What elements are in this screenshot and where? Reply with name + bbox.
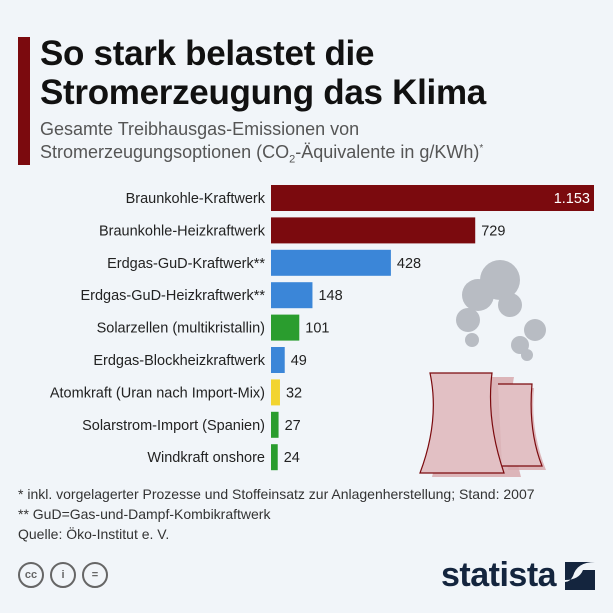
statista-logo-mark — [565, 562, 595, 590]
value-label: 32 — [286, 385, 302, 401]
bar — [271, 379, 280, 406]
footer: cc i = statista — [0, 556, 613, 596]
bar — [271, 249, 391, 276]
cc-icon: cc — [18, 562, 44, 588]
power-plant-illustration — [419, 260, 546, 477]
chart-subtitle: Gesamte Treibhausgas-Emissionen von Stro… — [40, 118, 605, 166]
chart-title: So stark belastet die Stromerzeugung das… — [40, 34, 486, 112]
attribution-icon: i — [50, 562, 76, 588]
bar — [271, 411, 279, 438]
category-label: Braunkohle-Heizkraftwerk — [99, 223, 266, 239]
value-label: 428 — [397, 256, 421, 272]
value-label: 729 — [481, 223, 505, 239]
bar — [271, 347, 285, 373]
license-icons: cc i = — [18, 562, 108, 588]
footnote-2: ** GuD=Gas-und-Dampf-Kombikraftwerk — [18, 506, 271, 522]
category-label: Erdgas-GuD-Kraftwerk** — [107, 256, 265, 272]
category-label: Atomkraft (Uran nach Import-Mix) — [50, 385, 265, 401]
category-label: Solarstrom-Import (Spanien) — [82, 418, 265, 434]
value-label: 24 — [284, 450, 300, 466]
subtitle-subscript: 2 — [289, 153, 296, 166]
value-label: 101 — [305, 321, 329, 337]
bar — [271, 217, 476, 244]
category-label: Windkraft onshore — [147, 450, 265, 466]
value-label: 49 — [291, 353, 307, 369]
subtitle-line2: Stromerzeugungsoptionen (CO — [40, 142, 290, 162]
bar-chart: Braunkohle-Kraftwerk 1.153 Braunkohle-Heiz… — [50, 185, 594, 477]
category-label: Solarzellen (multikristallin) — [97, 321, 265, 337]
value-label: 148 — [318, 288, 342, 304]
bar — [271, 282, 313, 309]
bar — [271, 185, 594, 211]
header: So stark belastet die Stromerzeugung das… — [0, 34, 613, 180]
footnote-1: * inkl. vorgelagerter Prozesse und Stoff… — [18, 486, 535, 502]
title-accent-bar — [18, 37, 30, 165]
smoke-icon — [456, 260, 546, 361]
subtitle-line2-end: -Äquivalente in g/KWh) — [295, 142, 480, 162]
value-label: 1.153 — [554, 191, 590, 207]
category-label: Braunkohle-Kraftwerk — [126, 191, 266, 207]
subtitle-footnote-mark: * — [479, 143, 484, 154]
category-label: Erdgas-GuD-Heizkraftwerk** — [80, 288, 265, 304]
category-label: Erdgas-Blockheizkraftwerk — [93, 353, 265, 369]
statista-logo: statista — [441, 556, 557, 594]
bar — [271, 444, 278, 471]
bar — [271, 314, 300, 341]
subtitle-line1: Gesamte Treibhausgas-Emissionen von — [40, 119, 360, 139]
no-derivatives-icon: = — [82, 562, 108, 588]
value-label: 27 — [285, 418, 301, 434]
source-note: Quelle: Öko-Institut e. V. — [18, 526, 170, 542]
footnotes: * inkl. vorgelagerter Prozesse und Stoff… — [18, 484, 608, 544]
